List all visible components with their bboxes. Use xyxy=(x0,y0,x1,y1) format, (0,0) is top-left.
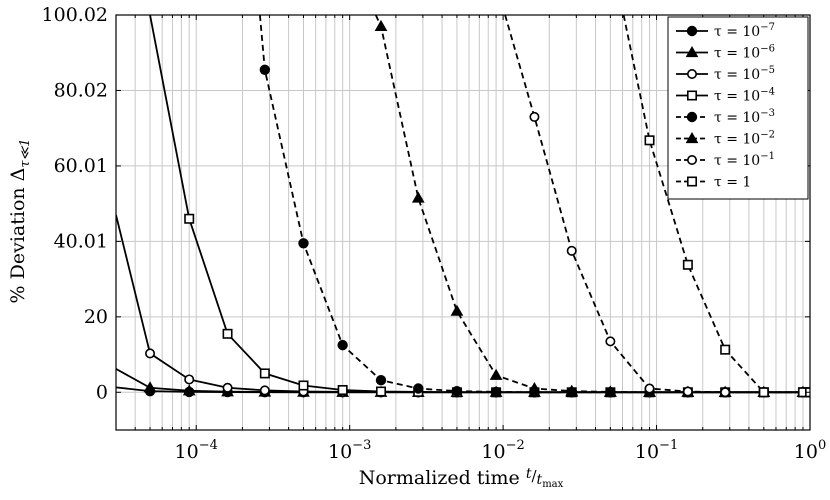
legend-entry: τ = 10−7 xyxy=(676,22,775,40)
legend-box xyxy=(667,16,809,200)
data-point xyxy=(259,368,270,379)
legend-marker xyxy=(686,111,698,123)
data-point xyxy=(490,386,502,398)
data-point xyxy=(374,19,388,32)
data-point xyxy=(528,381,541,394)
legend-label: τ = 10−1 xyxy=(714,151,775,169)
y-tick-label: 100.02 xyxy=(42,4,108,26)
data-point xyxy=(337,385,348,396)
data-point xyxy=(604,385,617,397)
legend-entry: τ = 10−3 xyxy=(676,108,775,126)
series-line xyxy=(374,15,810,394)
data-point xyxy=(682,386,693,397)
legend-label: τ = 10−3 xyxy=(714,108,775,126)
series-layer xyxy=(116,15,810,398)
legend-marker xyxy=(686,69,697,80)
data-point xyxy=(182,384,196,396)
data-point xyxy=(184,374,195,385)
plot-frame xyxy=(115,14,811,431)
x-tick-label: 10−2 xyxy=(481,438,524,463)
series-line xyxy=(504,15,810,394)
data-point xyxy=(489,368,503,380)
y-tick-label: 0 xyxy=(96,381,108,403)
x-tick-label: 100 xyxy=(794,438,826,463)
legend-label: τ = 10−6 xyxy=(714,44,775,62)
data-point xyxy=(375,386,386,397)
data-point xyxy=(720,344,731,355)
legend-marker xyxy=(686,90,697,101)
legend-label: τ = 10−2 xyxy=(714,130,775,148)
data-point xyxy=(145,348,156,359)
data-point xyxy=(298,380,309,391)
legend-marker xyxy=(686,155,697,166)
y-tick-label: 60.01 xyxy=(54,155,108,177)
data-point xyxy=(413,383,424,394)
data-point xyxy=(143,381,157,393)
legend-entry: τ = 10−2 xyxy=(676,130,775,148)
data-point xyxy=(720,387,731,398)
legend-marker xyxy=(685,45,699,58)
data-point xyxy=(605,336,616,347)
legend-marker xyxy=(686,25,698,37)
data-point xyxy=(758,387,769,398)
legend-label: τ = 10−7 xyxy=(714,22,775,40)
data-point xyxy=(411,191,425,203)
data-point xyxy=(375,375,387,386)
legend-entry: τ = 10−6 xyxy=(676,44,775,62)
x-tick-label: 10−4 xyxy=(175,438,218,463)
data-point xyxy=(644,135,655,146)
data-point xyxy=(222,382,233,393)
data-point xyxy=(451,385,463,397)
data-point xyxy=(565,384,579,396)
data-point xyxy=(682,259,693,270)
data-point xyxy=(337,339,348,351)
y-tick-label: 40.01 xyxy=(54,230,108,252)
data-point xyxy=(259,64,271,75)
legend-entry: τ = 10−1 xyxy=(676,151,775,169)
data-point xyxy=(529,111,540,122)
data-point xyxy=(566,245,577,256)
legend-marker xyxy=(686,176,697,187)
legend-entry: τ = 10−5 xyxy=(676,65,775,83)
legend: τ = 10−7 τ = 10−6 τ = 10−5 τ = 10−4 τ = 10−3… xyxy=(667,16,809,200)
x-tick-label: 10−3 xyxy=(328,438,371,463)
data-point xyxy=(222,328,233,339)
legend-entry: τ = 1 xyxy=(676,175,751,191)
x-axis-label: Normalized time t/tmax xyxy=(359,466,564,490)
tick-labels: 0 20 40.01 60.01 80.02 100.02 10−4 10−3 10−2 10−1… xyxy=(42,4,827,463)
legend-label: τ = 10−5 xyxy=(714,65,775,83)
data-point xyxy=(184,213,195,224)
y-tick-label: 80.02 xyxy=(54,79,108,101)
legend-label: τ = 1 xyxy=(714,175,751,191)
legend-marker xyxy=(685,131,699,144)
legend-label: τ = 10−4 xyxy=(714,87,775,105)
legend-entry: τ = 10−4 xyxy=(676,87,775,105)
y-axis-label: % Deviation Δτ≪1 xyxy=(7,139,33,304)
data-point xyxy=(450,304,464,316)
x-tick-label: 10−1 xyxy=(635,438,678,463)
data-point xyxy=(259,385,270,396)
data-point xyxy=(298,238,309,249)
data-point xyxy=(644,383,655,394)
y-tick-label: 20 xyxy=(84,306,108,328)
